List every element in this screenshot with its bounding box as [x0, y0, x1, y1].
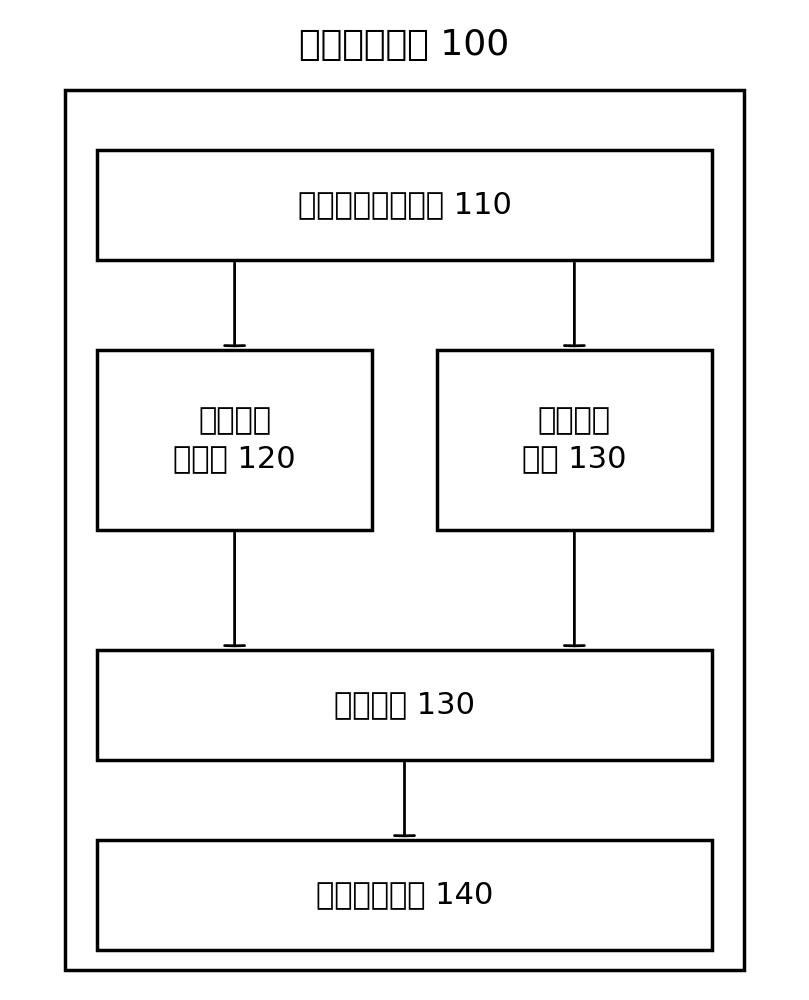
Bar [65, 90, 744, 970]
Text: 目标跟踪装置 100: 目标跟踪装置 100 [299, 28, 510, 62]
Bar [97, 650, 712, 760]
Bar [97, 840, 712, 950]
Text: 跟踪图像获取模块 110: 跟踪图像获取模块 110 [298, 190, 511, 220]
Text: 目标跟踪模块 140: 目标跟踪模块 140 [316, 880, 493, 910]
Text: 中心点估
计模块 120: 中心点估 计模块 120 [173, 406, 296, 474]
Text: 计算模块 130: 计算模块 130 [334, 690, 475, 720]
Bar [97, 350, 372, 530]
Bar [97, 150, 712, 260]
Bar [437, 350, 712, 530]
Text: 角点估计
模块 130: 角点估计 模块 130 [522, 406, 627, 474]
